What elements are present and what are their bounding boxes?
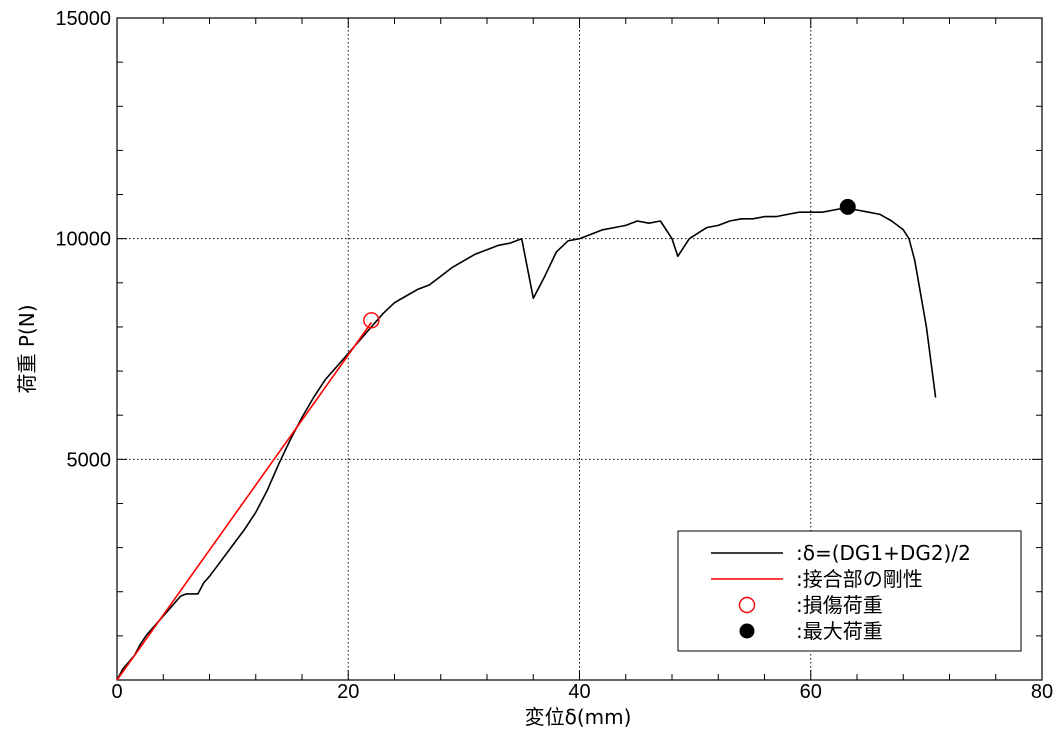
x-tick-label: 60 [800, 681, 822, 703]
legend-label: :接合部の剛性 [796, 567, 923, 591]
y-tick-label: 10000 [55, 229, 111, 251]
legend-label: :δ=(DG1+DG2)/2 [796, 541, 971, 565]
legend: :δ=(DG1+DG2)/2:接合部の剛性:損傷荷重:最大荷重 [677, 530, 1022, 652]
x-tick-label: 0 [111, 681, 122, 703]
damage-load-marker [363, 312, 380, 329]
legend-label: :損傷荷重 [796, 593, 883, 617]
x-tick-label: 80 [1031, 681, 1053, 703]
y-axis-label: 荷重 P(N) [15, 305, 39, 394]
joint-stiffness-line [116, 322, 373, 681]
max-load-marker [839, 198, 856, 215]
y-tick-label: 15000 [55, 8, 111, 30]
legend-filled-circle [739, 623, 755, 639]
ticks [116, 17, 1043, 681]
x-tick-label: 20 [337, 681, 359, 703]
x-tick-label: 40 [568, 681, 590, 703]
legend-label: :最大荷重 [796, 619, 883, 643]
x-axis-label: 変位δ(mm) [525, 705, 632, 729]
legend-open-circle [738, 596, 756, 614]
y-tick-label: 5000 [67, 449, 112, 471]
markers [363, 198, 856, 329]
series-lines [116, 207, 937, 681]
tick-labels: 0 20 40 60 80 5000 10000 15000 [55, 8, 1053, 703]
legend-box [677, 530, 1022, 652]
load-displacement-line [116, 207, 937, 681]
